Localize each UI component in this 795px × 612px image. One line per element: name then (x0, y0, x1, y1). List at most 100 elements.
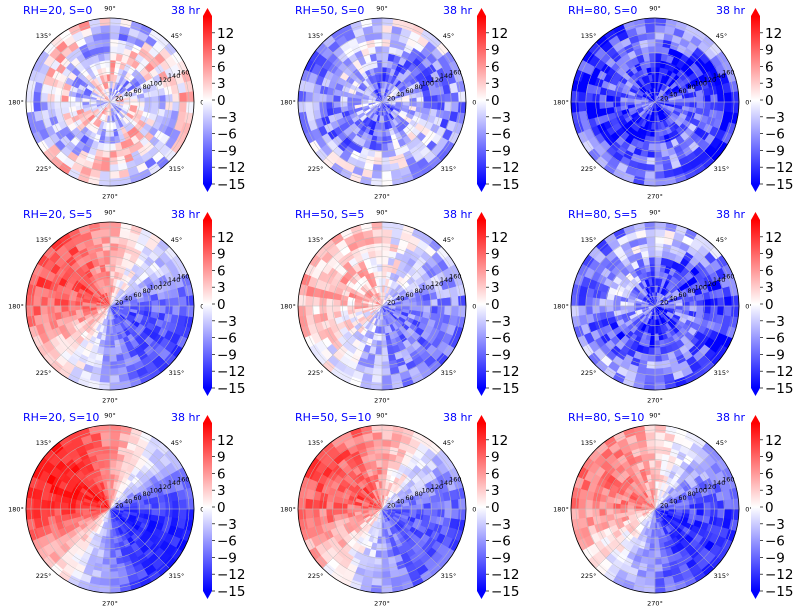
panel-6: 0°45°90°135°180°225°270°315°20 40 60 801001… (553, 208, 793, 405)
colorbar-tick-label: 0 (217, 297, 226, 313)
heatmap-cell (696, 101, 705, 109)
angular-tick-label: 180° (8, 506, 24, 514)
angular-tick-label: 90° (376, 5, 388, 13)
heatmap-cell (654, 256, 662, 265)
heatmap-cell (731, 90, 740, 103)
heatmap-cell (67, 96, 76, 103)
heatmap-cell (105, 129, 111, 138)
heatmap-cell (381, 578, 393, 587)
heatmap-cell (179, 508, 188, 520)
heatmap-cell (332, 299, 341, 307)
heatmap-cell (109, 263, 116, 272)
angular-tick-label: 90° (104, 5, 116, 13)
heatmap-cell (650, 129, 656, 138)
angular-tick-label: 270° (102, 600, 118, 608)
angular-tick-label: 225° (308, 369, 324, 377)
heatmap-cell (458, 101, 467, 114)
heatmap-cell (25, 101, 34, 114)
angular-gridline (50, 101, 111, 162)
heatmap-cell (109, 221, 122, 230)
heatmap-cell (381, 270, 387, 279)
radial-tick-label: 140 (168, 72, 180, 80)
heatmap-cell (99, 375, 111, 384)
colorbar-extend-max (203, 8, 212, 16)
heatmap-cell (109, 73, 114, 82)
heatmap-cell (375, 550, 383, 559)
heatmap-cell (53, 305, 62, 314)
colorbar-tick-label: −3 (491, 314, 511, 330)
colorbar-body (477, 16, 486, 184)
heatmap-cell (612, 300, 621, 307)
heatmap-cell (409, 305, 418, 311)
heatmap-cell (682, 305, 691, 311)
colorbar-tick-label: −15 (217, 177, 246, 193)
heatmap-cell (325, 305, 334, 314)
heatmap-cell (381, 171, 393, 180)
colorbar-tick-label: 12 (217, 230, 234, 246)
colorbar-tick-label: 12 (217, 433, 234, 449)
heatmap-cell (647, 150, 656, 159)
heatmap-cell (371, 228, 383, 237)
colorbar-tick-label: 12 (765, 230, 782, 246)
colorbar-tick-label: 0 (765, 93, 774, 109)
radial-tick-label: 40 (124, 295, 132, 303)
heatmap-cell (98, 424, 111, 433)
heatmap-cell (650, 333, 656, 342)
colorbar-tick-label: 9 (765, 247, 774, 263)
heatmap-cell (53, 94, 62, 103)
heatmap-cell (371, 24, 383, 33)
heatmap-cell (451, 295, 460, 307)
heatmap-cell (381, 452, 390, 461)
colorbar-tick-label: −3 (217, 517, 237, 533)
heatmap-cell (423, 305, 432, 313)
heatmap-cell (179, 101, 188, 113)
panel-5: 0°45°90°135°180°225°270°315°20 40 60 801001… (280, 208, 519, 405)
radial-tick-label: 120 (159, 76, 171, 84)
heatmap-cell (325, 298, 334, 307)
heatmap-cell (378, 529, 383, 538)
radial-tick-label: 20 (115, 501, 123, 509)
heatmap-cell (654, 52, 662, 61)
angular-tick-label: 180° (280, 303, 296, 311)
heatmap-cell (325, 501, 334, 510)
panel-title: RH=20, S=5 (23, 208, 92, 221)
heatmap-cell (103, 550, 111, 559)
angular-gridline (109, 101, 170, 162)
colorbar-body (751, 16, 760, 184)
heatmap-cell (381, 473, 387, 482)
heatmap-cell (651, 326, 656, 335)
heatmap-cell (374, 150, 383, 159)
radial-tick-label: 60 (133, 291, 141, 299)
heatmap-cell (109, 585, 122, 594)
colorbar-tick-label: −6 (217, 534, 237, 550)
heatmap-cell (102, 557, 111, 566)
angular-tick-label: 90° (649, 5, 661, 13)
heatmap-cell (304, 91, 313, 103)
heatmap-cell (109, 431, 121, 440)
heatmap-cell (409, 508, 418, 514)
heatmap-cell (570, 90, 579, 103)
heatmap-cells (25, 17, 195, 187)
angular-tick-label: 270° (374, 193, 390, 201)
angular-tick-label: 225° (308, 165, 324, 173)
heatmap-cell (377, 333, 383, 342)
colorbar-tick-label: −12 (765, 160, 794, 176)
panel-time: 38 hr (171, 208, 200, 221)
polar-grid (26, 222, 194, 390)
heatmap-cell (53, 101, 62, 110)
colorbar-tick-label: −15 (491, 177, 520, 193)
heatmap-cell (304, 498, 313, 510)
polar-frame (25, 17, 195, 187)
heatmap-cell (402, 305, 411, 310)
angular-tick-label: 270° (647, 397, 663, 405)
polar-grid (298, 222, 466, 390)
colorbar-tick-label: 12 (765, 26, 782, 42)
angular-tick-label: 225° (581, 165, 597, 173)
heatmap-cell (451, 101, 460, 113)
colorbar-tick-label: 3 (765, 76, 774, 92)
heatmap-cell (654, 228, 666, 237)
heatmap-cell (644, 24, 656, 33)
